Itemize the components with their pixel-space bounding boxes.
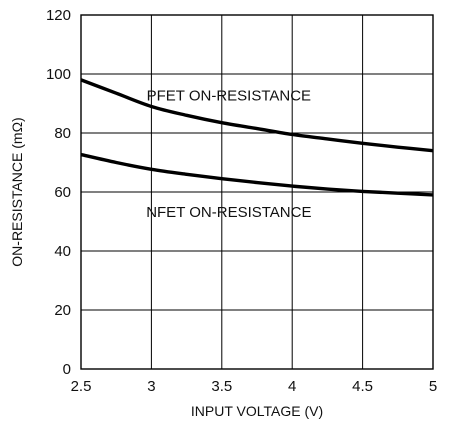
x-tick-label: 4: [288, 378, 296, 395]
x-tick-label: 5: [429, 378, 437, 395]
y-tick-label: 60: [54, 184, 71, 201]
y-tick-label: 120: [46, 7, 71, 24]
x-axis-title: INPUT VOLTAGE (V): [191, 403, 323, 419]
x-tick-label: 4.5: [352, 378, 373, 395]
series-lines: [80, 78, 434, 197]
plot-frame: [80, 14, 434, 370]
y-tick-label: 100: [46, 66, 71, 83]
annotation-pfet: PFET ON-RESISTANCE: [147, 88, 311, 105]
y-tick-label: 20: [54, 302, 71, 319]
series-line-nfet: [80, 152, 434, 197]
series-annotations: PFET ON-RESISTANCE NFET ON-RESISTANCE: [146, 88, 311, 222]
x-tick-labels: 2.5 3 3.5 4 4.5 5: [71, 378, 438, 395]
x-tick-label: 2.5: [71, 378, 92, 395]
y-tick-labels: 0 20 40 60 80 100 120: [46, 7, 71, 378]
y-tick-label: 40: [54, 243, 71, 260]
y-axis-title: ON-RESISTANCE (mΩ): [9, 117, 25, 266]
grid: [81, 15, 433, 369]
x-tick-label: 3: [147, 378, 155, 395]
y-tick-label: 80: [54, 125, 71, 142]
x-tick-label: 3.5: [211, 378, 232, 395]
y-tick-label: 0: [63, 361, 71, 378]
annotation-nfet: NFET ON-RESISTANCE: [146, 204, 311, 221]
series-line-pfet: [80, 78, 434, 153]
